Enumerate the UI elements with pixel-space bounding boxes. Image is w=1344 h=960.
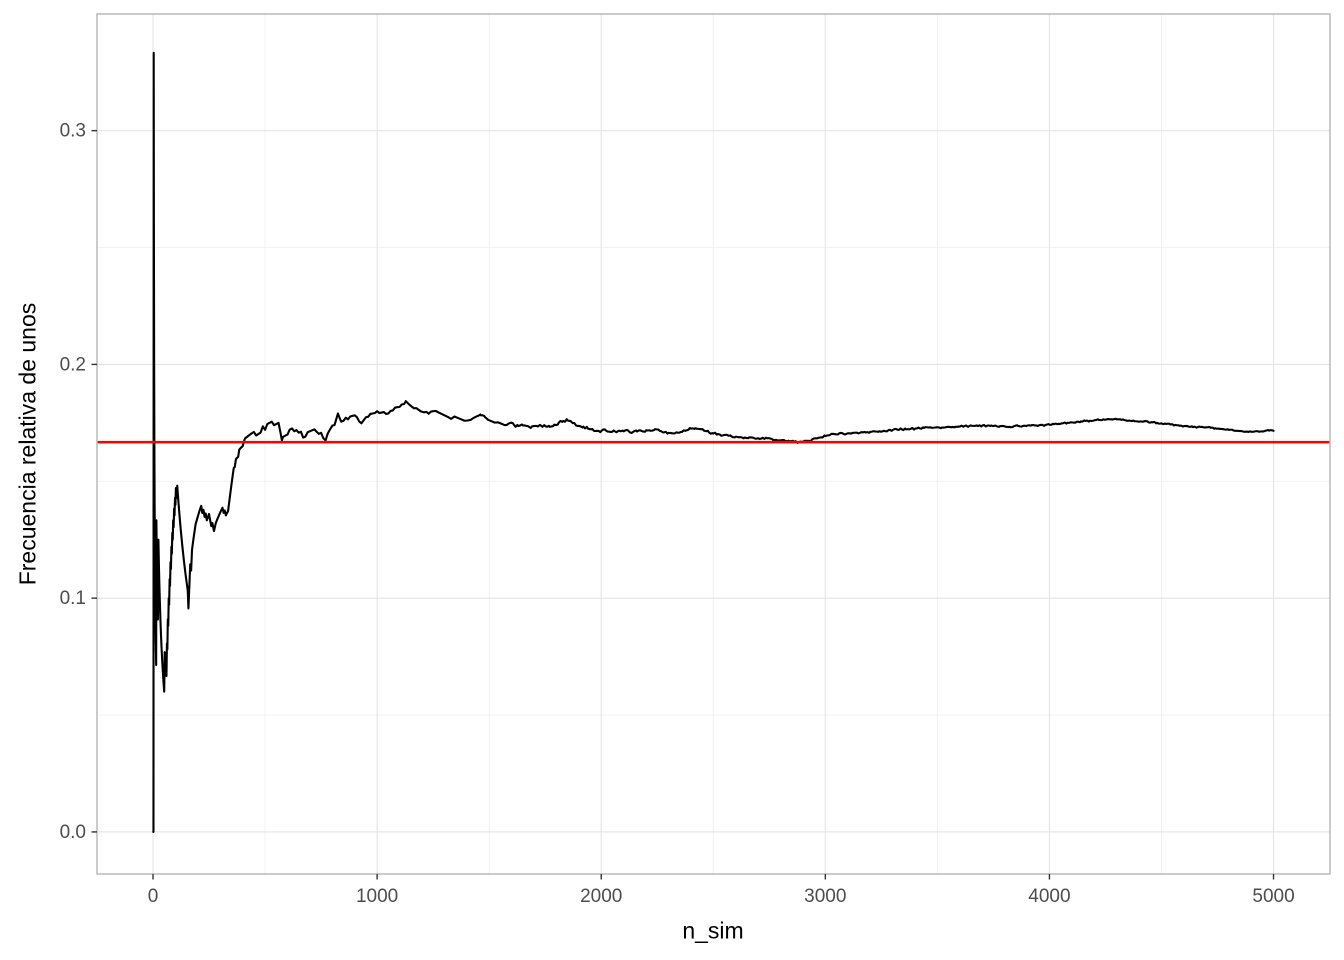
y-tick-label: 0.1 [60,588,86,609]
y-tick-label: 0.3 [60,121,86,142]
y-tick-label: 0.0 [60,822,86,843]
x-tick-label: 4000 [1028,886,1070,907]
x-tick-label: 3000 [804,886,846,907]
y-tick-label: 0.2 [60,354,86,375]
y-axis-title: Frecuencia relativa de unos [14,302,41,586]
panel-border [96,13,1331,875]
x-tick-label: 1000 [356,886,398,907]
x-axis-title: n_sim [682,917,744,944]
x-tick-label: 2000 [580,886,622,907]
x-tick-label: 0 [148,886,159,907]
x-tick-label: 5000 [1252,886,1294,907]
frequency-line [152,51,1275,833]
